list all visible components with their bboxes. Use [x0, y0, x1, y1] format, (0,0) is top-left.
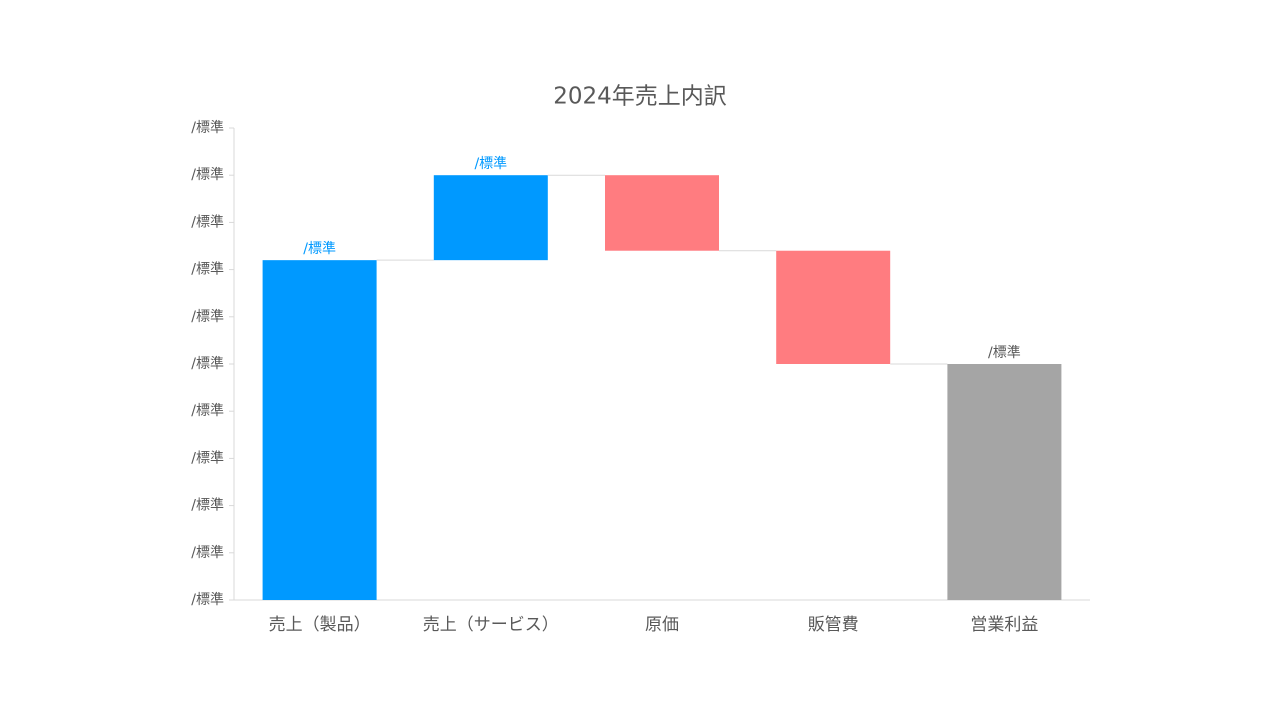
y-tick-label: /標準 [191, 592, 224, 608]
x-tick-label: 売上（製品） [269, 615, 371, 635]
y-tick-label: /標準 [191, 309, 224, 325]
y-tick-label: /標準 [191, 545, 224, 561]
x-tick-label: 販管費 [808, 615, 859, 635]
y-tick-label: /標準 [191, 356, 224, 372]
y-tick-label: /標準 [191, 262, 224, 278]
bar [776, 250, 891, 364]
data-label: /標準 [988, 345, 1021, 361]
x-tick-label: 営業利益 [970, 615, 1038, 635]
x-tick-label: 売上（サービス） [423, 615, 559, 635]
bar [262, 260, 377, 600]
y-tick-label: /標準 [191, 120, 224, 136]
y-tick-label: /標準 [191, 498, 224, 514]
chart-title: 2024年売上内訳 [553, 84, 727, 110]
y-tick-label: /標準 [191, 450, 224, 466]
y-tick-label: /標準 [191, 214, 224, 230]
x-tick-label: 原価 [645, 615, 679, 635]
y-tick-label: /標準 [191, 403, 224, 419]
y-tick-label: /標準 [191, 167, 224, 183]
data-label: /標準 [474, 156, 507, 172]
bar [433, 175, 548, 261]
bar [947, 364, 1062, 600]
bar [605, 175, 719, 251]
data-label: /標準 [303, 241, 336, 257]
